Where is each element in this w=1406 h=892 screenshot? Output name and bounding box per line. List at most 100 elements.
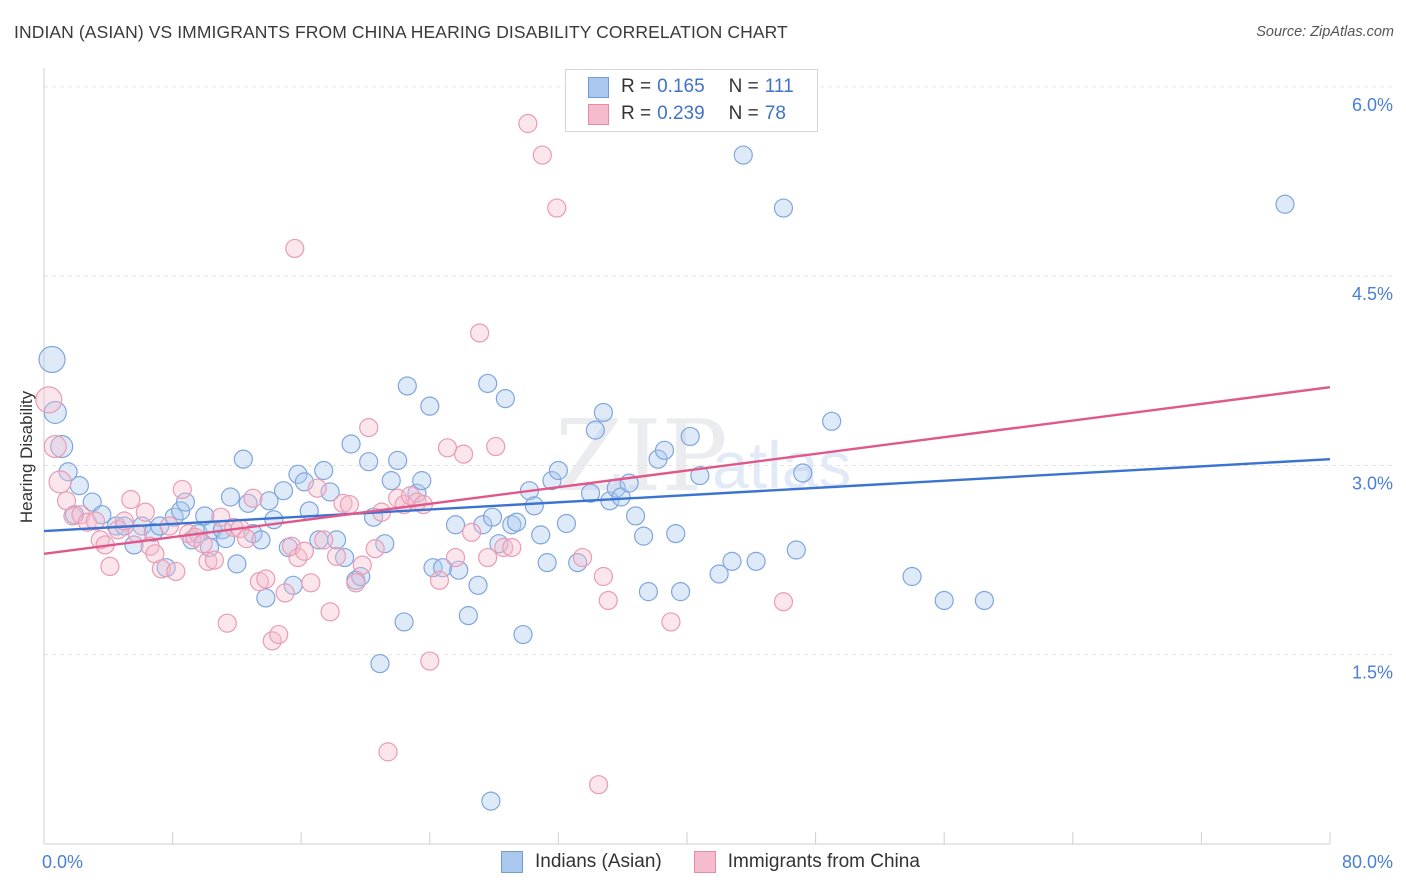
scatter-point[interactable] (661, 612, 681, 632)
scatter-point[interactable] (507, 512, 527, 532)
scatter-point[interactable] (547, 198, 567, 218)
scatter-point[interactable] (580, 483, 601, 503)
scatter-point[interactable] (654, 440, 675, 460)
scatter-point[interactable] (339, 494, 360, 515)
scatter-point[interactable] (82, 492, 102, 512)
scatter-point[interactable] (680, 426, 700, 447)
scatter-point[interactable] (251, 530, 271, 550)
scatter-point[interactable] (449, 560, 469, 580)
scatter-point[interactable] (746, 551, 766, 571)
scatter-point[interactable] (902, 566, 922, 587)
scatter-point[interactable] (1275, 194, 1295, 214)
scatter-point[interactable] (420, 651, 440, 671)
scatter-point[interactable] (233, 449, 253, 469)
scatter-point[interactable] (388, 450, 408, 471)
scatter-point[interactable] (375, 534, 395, 554)
scatter-point[interactable] (473, 515, 493, 535)
scatter-point[interactable] (585, 420, 605, 440)
scatter-point[interactable] (159, 516, 179, 536)
scatter-point[interactable] (433, 558, 453, 578)
scatter-point[interactable] (445, 547, 466, 568)
scatter-point[interactable] (412, 471, 432, 491)
scatter-point[interactable] (236, 529, 257, 549)
scatter-point[interactable] (633, 526, 654, 546)
scatter-point[interactable] (320, 482, 340, 502)
scatter-point[interactable] (285, 238, 305, 259)
scatter-point[interactable] (670, 582, 691, 602)
scatter-point[interactable] (773, 198, 794, 218)
scatter-point[interactable] (822, 411, 842, 431)
scatter-point[interactable] (974, 590, 994, 611)
scatter-point[interactable] (77, 512, 98, 532)
scatter-point[interactable] (461, 522, 482, 542)
scatter-point[interactable] (437, 438, 458, 458)
scatter-point[interactable] (301, 573, 321, 593)
scatter-point[interactable] (513, 624, 533, 645)
scatter-point[interactable] (193, 534, 213, 554)
scatter-point[interactable] (256, 588, 276, 608)
scatter-point[interactable] (171, 501, 191, 521)
scatter-point[interactable] (166, 561, 186, 582)
scatter-point[interactable] (638, 582, 659, 602)
scatter-point[interactable] (593, 566, 614, 587)
scatter-point[interactable] (359, 452, 379, 472)
scatter-point[interactable] (320, 602, 340, 622)
scatter-point[interactable] (217, 613, 237, 633)
scatter-point[interactable] (378, 742, 398, 762)
scatter-point[interactable] (397, 376, 417, 396)
scatter-point[interactable] (588, 775, 609, 795)
scatter-point[interactable] (314, 530, 334, 550)
scatter-point[interactable] (100, 556, 120, 577)
scatter-point[interactable] (335, 547, 355, 568)
scatter-point[interactable] (151, 559, 171, 579)
scatter-point[interactable] (58, 462, 78, 482)
scatter-point[interactable] (227, 554, 247, 574)
scatter-point[interactable] (273, 481, 294, 501)
scatter-point[interactable] (445, 515, 466, 535)
scatter-point[interactable] (314, 460, 334, 481)
legend-item-china[interactable]: Immigrants from China (693, 851, 920, 873)
scatter-point[interactable] (495, 388, 515, 409)
scatter-point[interactable] (172, 479, 192, 500)
scatter-point[interactable] (275, 583, 295, 603)
scatter-point[interactable] (370, 653, 390, 674)
scatter-point[interactable] (198, 551, 218, 571)
scatter-point[interactable] (307, 478, 327, 498)
scatter-point[interactable] (204, 550, 224, 570)
scatter-point[interactable] (481, 791, 501, 811)
scatter-point[interactable] (733, 145, 753, 165)
scatter-point[interactable] (429, 570, 450, 590)
scatter-point[interactable] (135, 502, 155, 522)
scatter-point[interactable] (709, 564, 729, 584)
scatter-point[interactable] (598, 590, 618, 611)
scatter-point[interactable] (359, 418, 379, 438)
scatter-point[interactable] (531, 525, 551, 545)
scatter-point[interactable] (43, 434, 67, 459)
scatter-point[interactable] (281, 536, 302, 556)
scatter-point[interactable] (572, 547, 593, 568)
scatter-point[interactable] (494, 537, 514, 558)
scatter-point[interactable] (48, 470, 72, 494)
scatter-point[interactable] (468, 575, 488, 595)
scatter-point[interactable] (50, 434, 74, 459)
scatter-point[interactable] (71, 505, 91, 525)
scatter-point[interactable] (38, 345, 66, 374)
scatter-point[interactable] (423, 558, 443, 578)
scatter-point[interactable] (478, 547, 498, 568)
scatter-point[interactable] (394, 612, 414, 632)
scatter-point[interactable] (256, 569, 276, 589)
scatter-point[interactable] (333, 493, 353, 513)
scatter-point[interactable] (381, 471, 401, 491)
scatter-point[interactable] (722, 551, 742, 571)
scatter-point[interactable] (773, 592, 794, 612)
legend-item-indians[interactable]: Indians (Asian) (501, 851, 662, 873)
scatter-point[interactable] (69, 476, 89, 496)
scatter-point[interactable] (786, 540, 806, 560)
scatter-point[interactable] (478, 373, 498, 394)
scatter-point[interactable] (524, 496, 544, 516)
scatter-point[interactable] (532, 145, 552, 165)
scatter-point[interactable] (85, 511, 106, 531)
scatter-point[interactable] (352, 555, 372, 575)
scatter-point[interactable] (625, 506, 646, 526)
scatter-point[interactable] (666, 523, 686, 544)
